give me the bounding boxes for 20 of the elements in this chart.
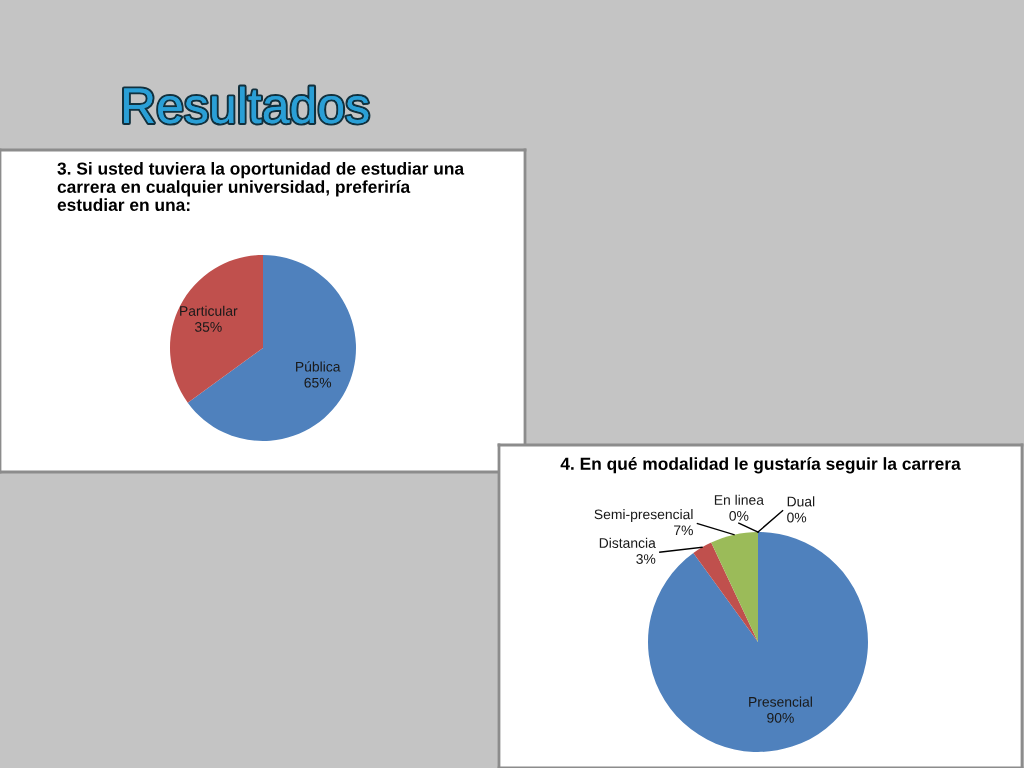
slice-label: Semi-presencial [594,509,693,522]
slice-label: Pública [296,361,341,372]
data-label: 7% [674,525,693,536]
pie-slice [711,532,758,642]
text: 0% [729,510,749,521]
slice-label: Particular [180,305,238,316]
chart-title: 3. Si usted tuviera la oportunidad de estudiar una carrera en cualquier universidad, preferiría estudiar en una: [57,162,465,212]
data-label: 3% [636,554,656,564]
slice-label: Distancia [599,537,656,548]
data-label: 35% [194,322,222,332]
data-label: 90% [767,712,794,723]
text: Resultados [124,86,369,124]
pie-slice [693,542,758,642]
chart-title: 4. En qué modalidad le gustaría seguir la carrera [560,457,961,474]
pie-slice [170,255,263,403]
slice-label: Presencial [749,696,812,707]
category-label: Dual [787,496,815,507]
data-label: 65% [304,377,332,388]
text: 0% [787,512,807,523]
category-label: En linea [714,494,764,505]
